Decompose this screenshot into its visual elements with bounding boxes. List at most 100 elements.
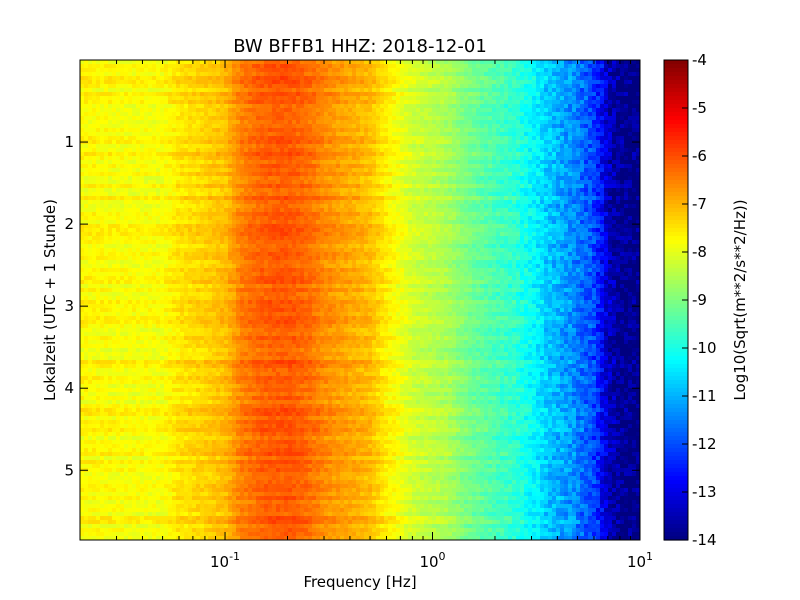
heatmap-cell xyxy=(456,64,461,69)
heatmap-cell xyxy=(500,140,505,145)
heatmap-cell xyxy=(188,108,193,113)
heatmap-cell xyxy=(564,76,569,81)
heatmap-cell xyxy=(156,124,161,129)
heatmap-cell xyxy=(260,180,265,185)
heatmap-cell xyxy=(232,196,237,201)
heatmap-cell xyxy=(260,116,265,121)
heatmap-cell xyxy=(84,196,89,201)
heatmap-cell xyxy=(480,140,485,145)
heatmap-cell xyxy=(116,172,121,177)
heatmap-cell xyxy=(632,104,637,109)
heatmap-cell xyxy=(360,116,365,121)
heatmap-cell xyxy=(108,64,113,69)
heatmap-cell xyxy=(436,176,441,181)
heatmap-cell xyxy=(316,148,321,153)
heatmap-cell xyxy=(256,192,261,197)
heatmap-cell xyxy=(484,196,489,201)
heatmap-cell xyxy=(96,164,101,169)
heatmap-cell xyxy=(172,80,177,85)
heatmap-cell xyxy=(216,180,221,185)
heatmap-cell xyxy=(276,184,281,189)
heatmap-cell xyxy=(472,104,477,109)
heatmap-cell xyxy=(112,68,117,73)
heatmap-cell xyxy=(480,144,485,149)
heatmap-cell xyxy=(168,180,173,185)
heatmap-cell xyxy=(88,100,93,105)
heatmap-cell xyxy=(156,136,161,141)
heatmap-cell xyxy=(260,136,265,141)
heatmap-cell xyxy=(444,148,449,153)
heatmap-cell xyxy=(324,168,329,173)
heatmap-cell xyxy=(428,120,433,125)
heatmap-cell xyxy=(296,124,301,129)
heatmap-cell xyxy=(488,104,493,109)
heatmap-cell xyxy=(416,128,421,133)
heatmap-cell xyxy=(320,132,325,137)
heatmap-cell xyxy=(196,116,201,121)
heatmap-cell xyxy=(148,184,153,189)
heatmap-cell xyxy=(432,192,437,197)
heatmap-cell xyxy=(584,92,589,97)
heatmap-cell xyxy=(552,132,557,137)
heatmap-cell xyxy=(636,148,640,153)
heatmap-cell xyxy=(120,84,125,89)
heatmap-cell xyxy=(492,136,497,141)
heatmap-cell xyxy=(408,144,413,149)
heatmap-cell xyxy=(440,80,445,85)
heatmap-cell xyxy=(596,88,601,93)
heatmap-cell xyxy=(556,168,561,173)
heatmap-cell xyxy=(328,144,333,149)
heatmap-cell xyxy=(208,80,213,85)
heatmap-cell xyxy=(500,188,505,193)
heatmap-cell xyxy=(132,68,137,73)
heatmap-cell xyxy=(392,120,397,125)
heatmap-cell xyxy=(212,164,217,169)
heatmap-cell xyxy=(168,188,173,193)
heatmap-cell xyxy=(216,100,221,105)
heatmap-cell xyxy=(440,156,445,161)
heatmap-cell xyxy=(148,84,153,89)
heatmap-cell xyxy=(544,168,549,173)
heatmap-cell xyxy=(152,100,157,105)
heatmap-cell xyxy=(228,144,233,149)
heatmap-cell xyxy=(580,112,585,117)
heatmap-cell xyxy=(220,160,225,165)
heatmap-cell xyxy=(568,168,573,173)
heatmap-cell xyxy=(628,72,633,77)
heatmap-cell xyxy=(512,172,517,177)
heatmap-cell xyxy=(368,76,373,81)
heatmap-cell xyxy=(396,68,401,73)
heatmap-cell xyxy=(636,128,640,133)
heatmap-cell xyxy=(176,200,181,205)
heatmap-cell xyxy=(512,64,517,69)
heatmap-cell xyxy=(300,196,305,201)
heatmap-cell xyxy=(304,96,309,101)
heatmap-cell xyxy=(524,188,529,193)
heatmap-cell xyxy=(284,80,289,85)
heatmap-cell xyxy=(192,68,197,73)
heatmap-cell xyxy=(476,104,481,109)
heatmap-cell xyxy=(456,88,461,93)
heatmap-cell xyxy=(632,88,637,93)
heatmap-cell xyxy=(372,76,377,81)
heatmap-cell xyxy=(412,104,417,109)
heatmap-cell xyxy=(312,132,317,137)
heatmap-cell xyxy=(144,76,149,81)
heatmap-cell xyxy=(480,156,485,161)
heatmap-cell xyxy=(340,200,345,205)
heatmap-cell xyxy=(192,96,197,101)
heatmap-cell xyxy=(544,136,549,141)
heatmap-cell xyxy=(420,116,425,121)
heatmap-cell xyxy=(292,200,297,205)
heatmap-cell xyxy=(636,104,640,109)
heatmap-cell xyxy=(112,192,117,197)
heatmap-cell xyxy=(188,120,193,125)
heatmap-cell xyxy=(88,108,93,113)
heatmap-cell xyxy=(192,200,197,205)
heatmap-cell xyxy=(608,160,613,165)
heatmap-cell xyxy=(288,76,293,81)
heatmap-cell xyxy=(324,84,329,89)
heatmap-cell xyxy=(232,96,237,101)
heatmap-cell xyxy=(608,120,613,125)
heatmap-cell xyxy=(540,68,545,73)
